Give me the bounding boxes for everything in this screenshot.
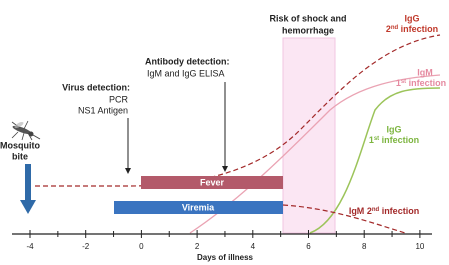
virus-method: NS1 Antigen [78, 105, 128, 115]
viremia-label: Viremia [182, 202, 215, 212]
bite-arrow [25, 164, 31, 202]
risk-zone [283, 38, 335, 233]
virus-method: PCR [109, 94, 129, 104]
diagram: Risk of shock and hemorrhage Fever Virem… [0, 0, 449, 265]
arrow-head [222, 166, 228, 172]
curve-label: IgM [417, 67, 433, 77]
virus-heading: Virus detection: [62, 82, 130, 92]
tick-label: -4 [26, 242, 34, 251]
mosquito-label: Mosquito [0, 140, 40, 150]
tick-label: 2 [195, 242, 200, 251]
mosquito-icon [12, 121, 40, 140]
curve-label: 1st infection [396, 78, 446, 88]
risk-label: hemorrhage [282, 25, 334, 35]
curve-label: IgG [387, 124, 402, 134]
axis-label: Days of illness [197, 253, 254, 262]
antibody-method: IgM and IgG ELISA [147, 68, 225, 78]
curve-label: IgG [405, 13, 420, 23]
curve-label: 1st infection [369, 135, 419, 145]
tick-label: 0 [139, 242, 144, 251]
antibody-heading: Antibody detection: [145, 56, 230, 66]
tick-label: -2 [82, 242, 90, 251]
mosquito-label: bite [12, 151, 28, 161]
bite-arrow-head [20, 200, 36, 214]
curve-label: 2nd infection [386, 24, 438, 34]
tick-label: 8 [362, 242, 367, 251]
fever-label: Fever [200, 177, 225, 187]
tick-label: 6 [306, 242, 311, 251]
curve-label: IgM 2nd infection [349, 206, 419, 216]
tick-label: 10 [415, 242, 424, 251]
tick-label: 4 [251, 242, 256, 251]
risk-label: Risk of shock and [269, 13, 346, 23]
arrow-head [125, 168, 131, 174]
